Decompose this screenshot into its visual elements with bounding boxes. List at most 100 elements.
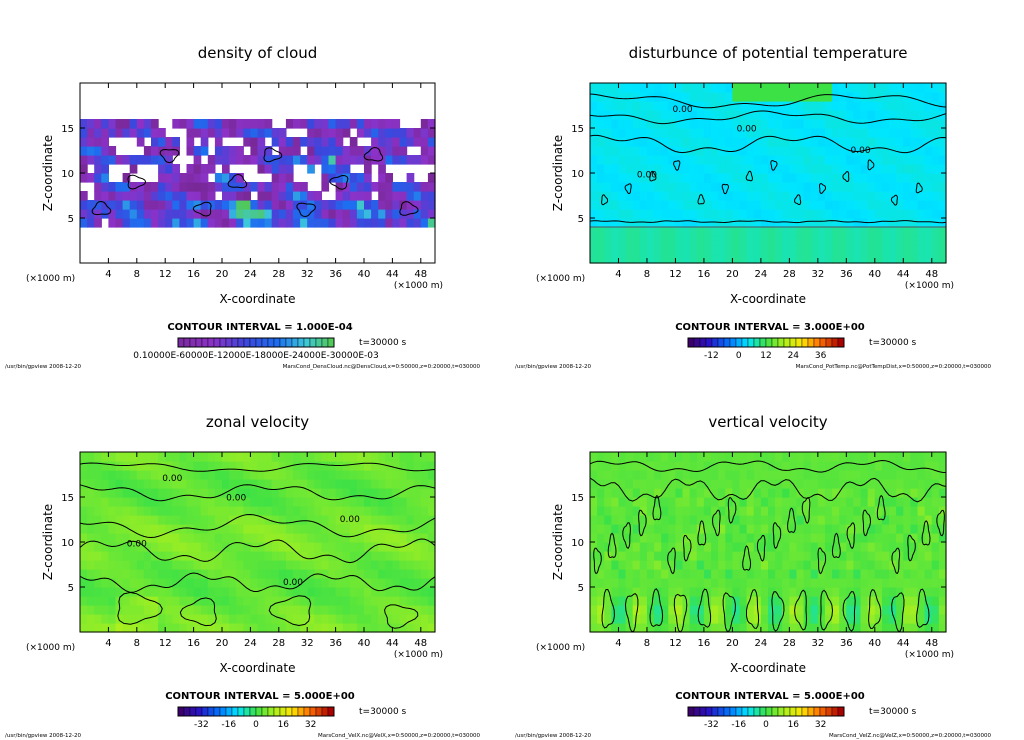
field-cell — [399, 452, 408, 462]
field-cell — [874, 461, 883, 471]
x-tick-label: 24 — [755, 269, 768, 280]
field-cell — [378, 605, 386, 615]
field-cell — [328, 146, 337, 156]
colorbar-tick-label: 16 — [788, 720, 800, 730]
field-cell — [796, 209, 805, 219]
contour-blob — [831, 532, 841, 559]
field-cell — [810, 560, 819, 570]
field-cell — [399, 587, 408, 597]
field-cell — [839, 83, 847, 93]
field-cell — [668, 623, 677, 633]
field-cell — [264, 533, 273, 543]
field-cell — [597, 200, 605, 210]
field-cell — [597, 578, 605, 588]
field-cell — [420, 542, 429, 552]
field-cell — [917, 533, 926, 543]
field-cell — [718, 524, 726, 534]
field-cell — [349, 623, 358, 633]
field-cell — [179, 209, 188, 219]
field-cell — [796, 569, 805, 579]
field-cell — [803, 92, 812, 102]
field-cell — [611, 479, 620, 489]
colorbar-tick-label: -12 — [704, 351, 719, 361]
field-cell — [711, 614, 719, 624]
x-tick-label: 12 — [669, 269, 682, 280]
contour-blob — [601, 588, 615, 629]
field-cell — [682, 209, 691, 219]
field-cell — [796, 128, 805, 138]
field-cell — [725, 200, 733, 210]
field-cell — [661, 227, 669, 237]
field-cell — [732, 119, 741, 129]
field-cell — [378, 569, 386, 579]
field-cell — [250, 155, 259, 165]
field-cell — [193, 173, 202, 183]
field-cell — [874, 587, 883, 597]
field-cell — [165, 218, 173, 228]
field-cell — [896, 470, 904, 480]
field-cell — [229, 587, 237, 597]
field-cell — [413, 524, 422, 534]
contour-blob — [915, 182, 923, 194]
field-cell — [356, 623, 365, 633]
field-cell — [399, 614, 408, 624]
field-cell — [179, 506, 188, 516]
field-cell — [243, 461, 251, 471]
field-cell — [293, 479, 301, 489]
field-cell — [639, 164, 648, 174]
field-cell — [179, 452, 188, 462]
field-cell — [371, 488, 379, 498]
field-cell — [910, 173, 919, 183]
field-cell — [420, 533, 429, 543]
field-cell — [186, 173, 195, 183]
field-cell — [243, 587, 251, 597]
field-cell — [87, 596, 95, 606]
field-cell — [810, 119, 819, 129]
field-cell — [646, 452, 655, 462]
field-cell — [732, 506, 741, 516]
field-cell — [803, 623, 812, 633]
field-cell — [257, 551, 266, 561]
field-cell — [420, 461, 429, 471]
field-cell — [335, 137, 344, 147]
field-cell — [625, 497, 634, 507]
field-cell — [881, 461, 890, 471]
field-cell — [639, 155, 648, 165]
field-cell — [618, 119, 627, 129]
field-cell — [718, 110, 726, 120]
field-cell — [917, 623, 926, 633]
field-cell — [832, 182, 840, 192]
field-cell — [632, 515, 641, 525]
field-cell — [307, 470, 315, 480]
colorbar — [687, 337, 845, 348]
y-unit-label: (×1000 m) — [26, 643, 75, 653]
field-cell — [768, 173, 776, 183]
field-cell — [250, 524, 259, 534]
field-cell — [860, 497, 869, 507]
field-cell — [371, 560, 379, 570]
field-cell — [172, 452, 180, 462]
field-cell — [151, 497, 159, 507]
y-tick-label: 5 — [578, 583, 584, 594]
field-cell — [938, 587, 947, 597]
field-cell — [725, 164, 733, 174]
field-cell — [867, 173, 876, 183]
field-cell — [703, 137, 712, 147]
field-cell — [867, 83, 876, 93]
field-cell — [385, 542, 393, 552]
field-cell — [668, 191, 677, 201]
field-cell — [910, 137, 919, 147]
field-cell — [711, 497, 719, 507]
field-cell — [689, 488, 698, 498]
field-cell — [760, 227, 769, 237]
field-cell — [675, 560, 684, 570]
field-cell — [881, 515, 890, 525]
field-cell — [732, 542, 741, 552]
field-cell — [839, 461, 847, 471]
field-cell — [874, 542, 883, 552]
field-cell — [803, 533, 812, 543]
field-cell — [264, 461, 273, 471]
field-cell — [931, 254, 940, 264]
field-cell — [392, 578, 401, 588]
field-cell — [385, 497, 393, 507]
